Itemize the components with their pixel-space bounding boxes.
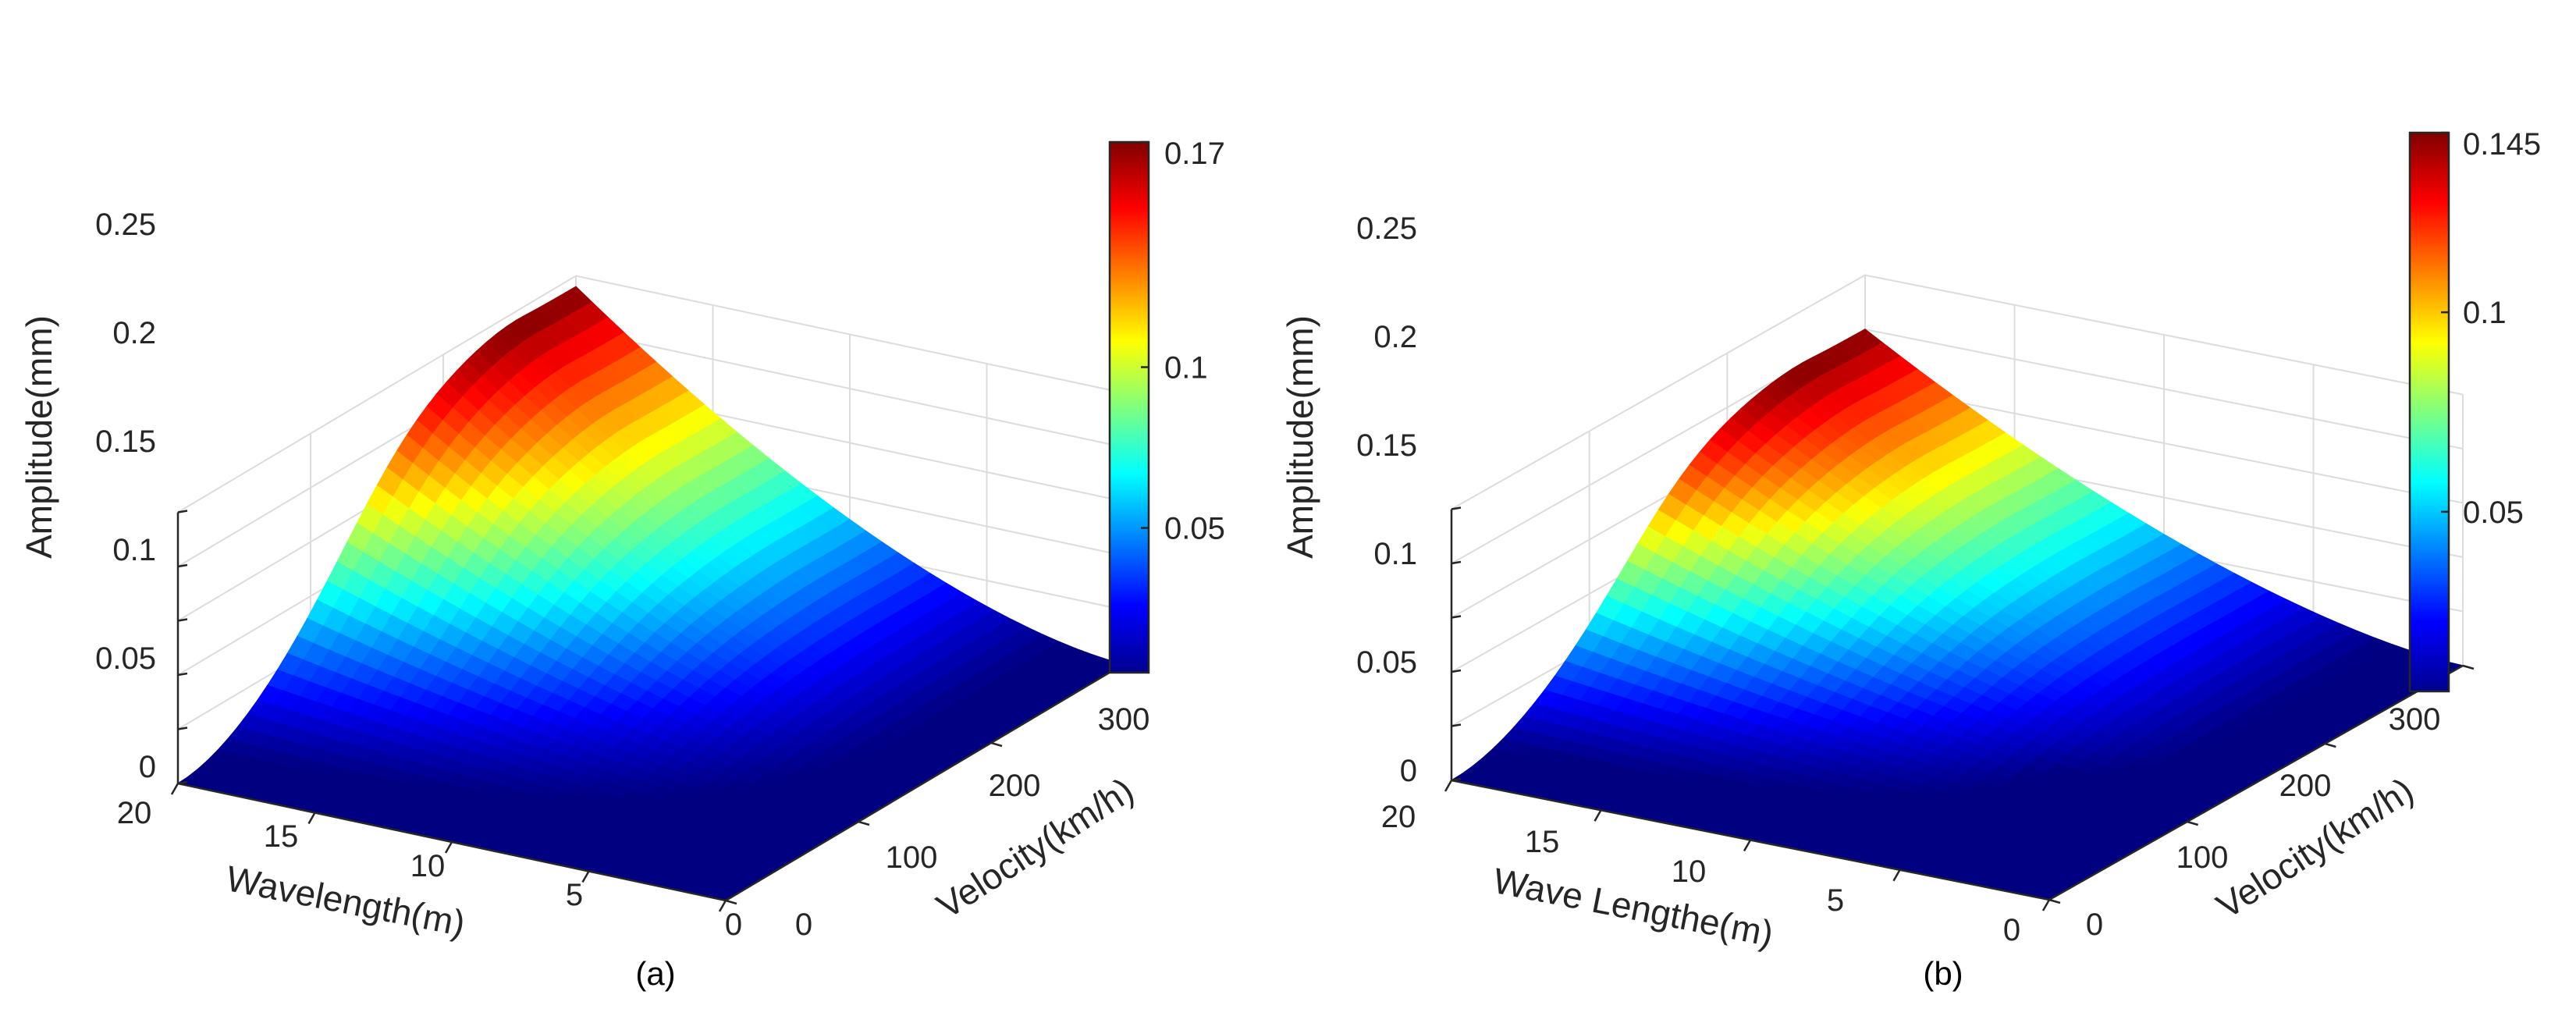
panel-a-z-tick-3: 0.15: [95, 425, 156, 459]
panel-a-z-tick-2: 0.1: [112, 533, 156, 567]
y-tick-mark: [2048, 898, 2061, 904]
z-tick-mark: [177, 510, 188, 513]
panel-b-y-tick-3: 300: [2389, 702, 2441, 737]
panel-a-x-tick-4: 0: [725, 908, 742, 942]
z-tick-mark: [1451, 723, 1462, 727]
panel-b-colorbar-tick-label: 0.1: [2463, 296, 2507, 330]
panel-b-z-ticks: 0 0.05 0.1 0.15 0.2 0.25: [1356, 211, 1417, 788]
panel-b-caption: (b): [1923, 955, 1963, 992]
panel-b-x-ticks: 20 15 10 5 0: [1381, 800, 2020, 947]
panel-b-colorbar-ticks: [2441, 131, 2449, 513]
panel-a-y-tick-1: 100: [886, 840, 938, 875]
y-tick-mark: [2324, 742, 2336, 748]
x-tick-mark: [2041, 899, 2051, 911]
panel-a-x-tick-3: 5: [566, 878, 583, 912]
panel-a-z-axis-label: Amplitude(mm): [19, 315, 59, 559]
x-tick-mark: [307, 812, 316, 825]
x-tick-mark: [1892, 869, 1901, 882]
panel-a-caption: (a): [635, 955, 675, 992]
panel-a-z-ticks: 0 0.05 0.1 0.15 0.2 0.25: [95, 208, 156, 784]
x-tick-mark: [581, 870, 590, 883]
z-tick-mark: [177, 618, 188, 622]
panel-b-z-tick-1: 0.05: [1356, 645, 1417, 680]
y-tick-mark: [725, 899, 737, 905]
panel-b-y-tick-2: 200: [2279, 769, 2332, 803]
panel-a-colorbar-bar: [1110, 142, 1149, 673]
panel-b-colorbar-tick-label: 0.145: [2463, 127, 2541, 162]
z-tick-mark: [177, 780, 188, 785]
panel-a-colorbar-tick-label: 0.17: [1164, 137, 1225, 171]
z-tick-mark: [1451, 615, 1462, 619]
panel-a-y-tick-2: 200: [989, 769, 1041, 803]
y-axis-line: [2048, 664, 2464, 901]
panel-b-z-tick-3: 0.15: [1356, 428, 1417, 463]
panel-a-z-tick-1: 0.05: [95, 641, 156, 676]
panel-a-axes: [170, 510, 1135, 912]
panel-b-x-tick-4: 0: [2003, 913, 2020, 947]
panel-b-y-ticks: 0 100 200 300: [2086, 702, 2441, 942]
y-tick-mark: [2187, 820, 2199, 826]
panel-b-axes: [1444, 506, 2475, 911]
y-axis-line: [725, 663, 1125, 902]
panel-b: 0 0.05 0.1 0.15 0.2 0.25 Amplitude(mm) 2…: [1280, 127, 2541, 992]
panel-b-x-tick-1: 15: [1525, 825, 1560, 859]
x-tick-mark: [1594, 809, 1602, 822]
panel-a-y-ticks: 0 100 200 300: [795, 702, 1150, 942]
panel-b-colorbar-frame: [2408, 131, 2450, 693]
x-tick-mark: [170, 783, 179, 795]
y-tick-mark: [2462, 664, 2475, 670]
z-tick-mark: [1451, 777, 1462, 782]
panel-a-colorbar: 0.05 0.1 0.17: [1108, 137, 1225, 674]
panel-a-x-tick-0: 20: [117, 796, 152, 830]
y-tick-mark: [990, 741, 1003, 748]
x-tick-mark: [1444, 780, 1453, 792]
panel-b-z-tick-2: 0.1: [1373, 537, 1417, 571]
panel-b-x-tick-0: 20: [1381, 800, 1416, 834]
panel-a-colorbar-frame: [1108, 140, 1150, 674]
x-tick-mark: [1743, 839, 1752, 852]
panel-a: 0 0.05 0.1 0.15 0.2 0.25 Amplitude(mm) 2…: [19, 137, 1225, 992]
panel-a-y-tick-3: 300: [1098, 702, 1150, 737]
panel-a-colorbar-ticks: [1141, 140, 1149, 529]
x-tick-mark: [718, 900, 727, 912]
panel-b-z-tick-4: 0.2: [1373, 320, 1417, 354]
panel-a-colorbar-tick-label: 0.1: [1164, 350, 1208, 385]
z-tick-mark: [1451, 506, 1462, 510]
z-tick-mark: [1451, 669, 1462, 673]
panel-b-x-tick-2: 10: [1672, 854, 1707, 889]
panel-a-y-tick-0: 0: [795, 908, 812, 942]
panel-a-z-tick-0: 0: [139, 750, 156, 784]
panel-a-x-tick-2: 10: [410, 849, 446, 883]
panel-a-z-tick-5: 0.25: [95, 208, 156, 242]
panel-b-z-tick-0: 0: [1400, 754, 1417, 788]
y-tick-mark: [858, 820, 870, 826]
panel-b-colorbar-bar: [2410, 133, 2449, 691]
panel-a-x-ticks: 20 15 10 5 0: [117, 796, 742, 942]
z-tick-mark: [1451, 560, 1462, 565]
panel-b-x-tick-3: 5: [1827, 883, 1844, 918]
panel-b-z-tick-5: 0.25: [1356, 211, 1417, 246]
panel-a-x-tick-1: 15: [264, 819, 299, 854]
panel-b-y-tick-1: 100: [2176, 840, 2229, 875]
panel-a-surface: [176, 286, 1125, 901]
z-tick-mark: [177, 563, 188, 568]
panel-b-surface: [1450, 329, 2464, 901]
panel-b-y-tick-0: 0: [2086, 908, 2103, 942]
panel-b-z-axis-label: Amplitude(mm): [1280, 315, 1320, 559]
panel-b-x-axis-label: Wave Lengthe(m): [1490, 860, 1776, 954]
panel-b-colorbar-tick-label: 0.05: [2463, 496, 2524, 530]
panel-a-z-tick-4: 0.2: [112, 316, 156, 350]
z-tick-mark: [177, 727, 188, 730]
x-tick-mark: [444, 841, 453, 854]
panel-b-colorbar: 0.05 0.1 0.145: [2408, 127, 2541, 693]
z-tick-mark: [177, 672, 188, 677]
panel-a-colorbar-tick-label: 0.05: [1164, 512, 1225, 546]
